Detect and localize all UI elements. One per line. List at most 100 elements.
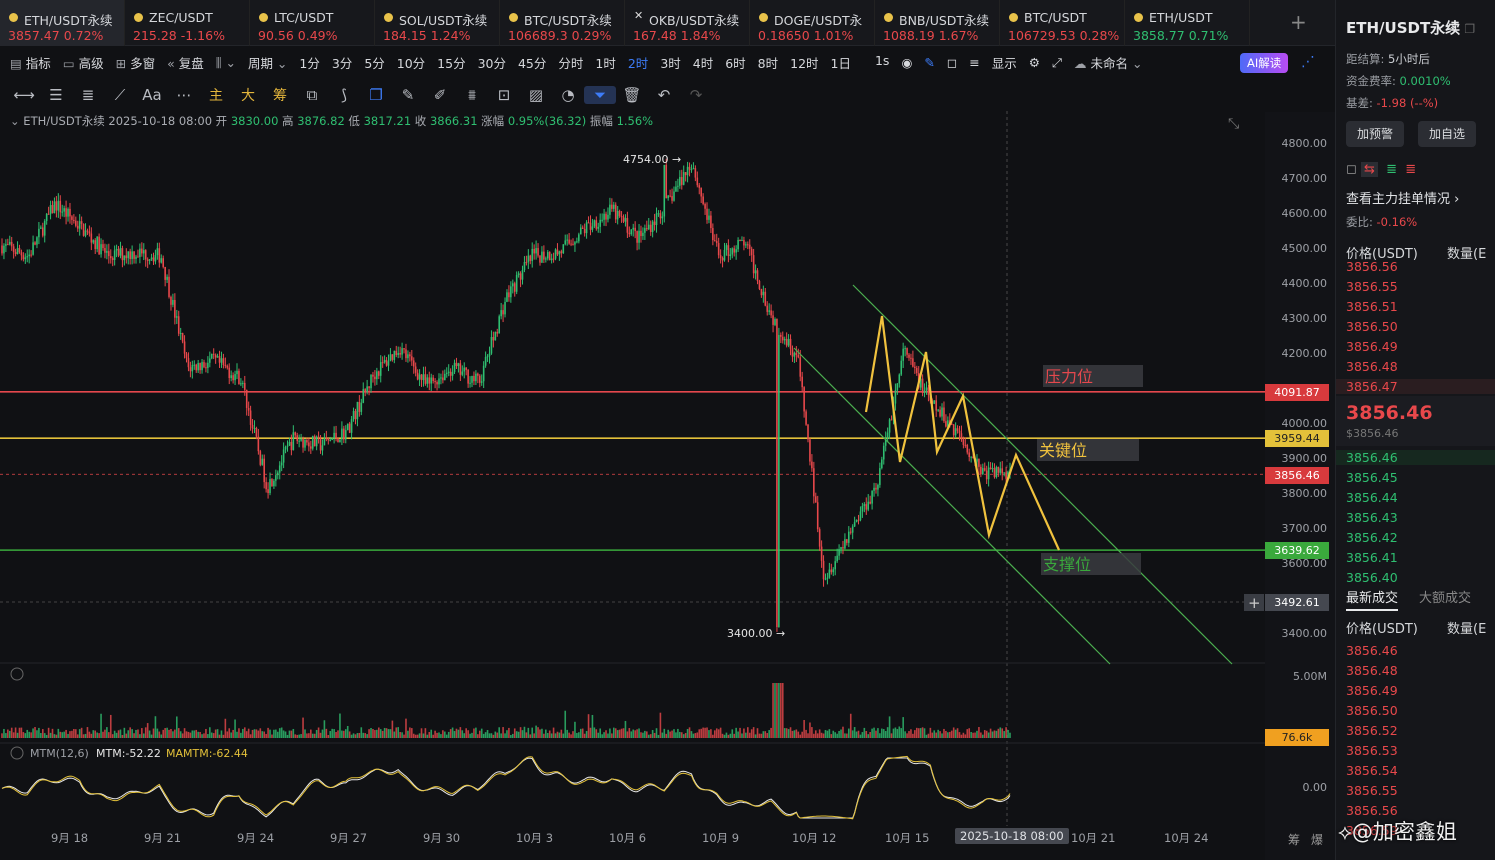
tab-3[interactable]: SOL/USDT永续 184.15 1.24% (375, 0, 500, 46)
multi-window-button[interactable]: ⊞ 多窗 (115, 56, 156, 71)
chips-button[interactable]: 筹 (273, 88, 287, 104)
channel-lower[interactable] (793, 347, 1111, 665)
copy-icon[interactable]: ❐ (1460, 22, 1476, 36)
tab-4[interactable]: BTC/USDT永续 106689.3 0.29% (500, 0, 625, 46)
text-tool-icon[interactable]: Aa (142, 86, 162, 104)
ask-row[interactable]: 3856.49 (1346, 339, 1398, 354)
channel-upper[interactable] (852, 284, 1233, 665)
ask-row[interactable]: 3856.51 (1346, 299, 1398, 314)
share-icon[interactable]: ⋰ (1301, 54, 1315, 70)
price-axis[interactable]: 4800.00 4700.00 4600.00 4500.00 4400.00 4300.… (1265, 112, 1335, 860)
volume-collapse-icon[interactable] (10, 667, 24, 681)
liquidation-corner[interactable]: 爆 (1311, 833, 1324, 847)
bid-row[interactable]: 3856.44 (1346, 490, 1398, 505)
filter-icon[interactable]: ⏷ (584, 86, 616, 104)
interval-2[interactable]: 5分 (364, 56, 385, 71)
select-icon[interactable]: ◻ (946, 55, 958, 70)
chart-type-button[interactable]: ⫼ ⌄ (216, 55, 236, 71)
brush-icon[interactable]: ⟆ (341, 86, 347, 104)
bid-row[interactable]: 3856.40 (1346, 570, 1398, 585)
interval-8[interactable]: 1时 (595, 56, 616, 71)
interval-6[interactable]: 45分 (517, 56, 547, 71)
parallel-lines-icon[interactable]: ☰ (49, 86, 63, 104)
trendline-icon[interactable]: ⟋ (114, 86, 126, 104)
tab-9[interactable]: ETH/USDT 3858.77 0.71% (1125, 0, 1250, 46)
main-indicator-button[interactable]: 主 (209, 88, 223, 104)
interval-3[interactable]: 10分 (396, 56, 426, 71)
ruler-icon[interactable]: ⩩ (467, 86, 476, 104)
tab-1[interactable]: ZEC/USDT 215.28 -1.16% (125, 0, 250, 46)
interval-11[interactable]: 4时 (692, 56, 714, 71)
ask-row[interactable]: 3856.48 (1346, 359, 1398, 374)
main-orders-link[interactable]: 查看主力挂单情况 › (1346, 192, 1460, 207)
add-level-icon[interactable] (1244, 594, 1264, 611)
interval-15[interactable]: 1日 (830, 56, 851, 71)
settings-icon[interactable]: ⚙ (1028, 55, 1040, 70)
fib-icon[interactable]: ≣ (81, 86, 95, 104)
tab-2[interactable]: LTC/USDT 90.56 0.49% (250, 0, 375, 46)
interval-14[interactable]: 12时 (790, 56, 819, 71)
interval-0[interactable]: 1分 (299, 56, 320, 71)
advanced-button[interactable]: ▭ 高级 (62, 56, 104, 71)
bid-row[interactable]: 3856.45 (1346, 470, 1398, 485)
marker-icon[interactable]: ✐ (433, 86, 447, 104)
indicators-button[interactable]: ▤ 指标 (10, 56, 51, 71)
add-alert-button[interactable]: 加预警 (1346, 121, 1404, 147)
chips-corner[interactable]: 筹 (1288, 833, 1301, 847)
bid-row[interactable]: 3856.42 (1346, 530, 1398, 545)
pen-icon[interactable]: ✎ (924, 55, 935, 70)
tab-8[interactable]: BTC/USDT 106729.53 0.28% (1000, 0, 1125, 46)
pencil-icon[interactable]: ✎ (401, 86, 415, 104)
orderbook-view-icons[interactable]: ◻ ⇆ ≣ ≣ (1346, 162, 1417, 177)
bid-row[interactable]: 3856.41 (1346, 550, 1398, 565)
redo-icon[interactable]: ↷ (689, 86, 703, 104)
interval-10[interactable]: 3时 (660, 56, 681, 71)
tab-latest-trades[interactable]: 最新成交 (1346, 587, 1399, 611)
ask-row[interactable]: 3856.50 (1346, 319, 1398, 334)
interval-9[interactable]: 2时 (627, 56, 649, 71)
lock-icon[interactable]: ⊡ (497, 86, 511, 104)
bid-row[interactable]: 3856.43 (1346, 510, 1398, 525)
add-watchlist-button[interactable]: 加自选 (1418, 121, 1476, 147)
undo-icon[interactable]: ↶ (657, 86, 671, 104)
ask-row[interactable]: 3856.47 (1336, 379, 1495, 394)
measure-icon[interactable]: ⧉ (306, 86, 318, 104)
bid-row[interactable]: 3856.46 (1336, 450, 1495, 465)
interval-1[interactable]: 3分 (331, 56, 353, 71)
resistance-label[interactable]: 压力位 (1045, 367, 1093, 386)
ask-row[interactable]: 3856.56 (1346, 259, 1398, 274)
more-tools-icon[interactable]: ⋯ (176, 86, 192, 104)
tab-0[interactable]: ETH/USDT永续 3857.47 0.72% (0, 0, 125, 46)
interval-16[interactable]: 1s (874, 53, 890, 68)
expand-icon[interactable]: ⤡ (1228, 116, 1240, 132)
interval-12[interactable]: 6时 (725, 56, 746, 71)
tab-7[interactable]: BNB/USDT永续 1088.19 1.67% (875, 0, 1000, 46)
interval-7[interactable]: 分时 (558, 56, 584, 71)
time-axis[interactable]: 9月 18 9月 21 9月 24 9月 27 9月 30 10月 3 10月 6 10月 9… (0, 826, 1265, 848)
replay-button[interactable]: « 复盘 (167, 56, 204, 71)
camera-icon[interactable]: ◉ (901, 55, 913, 70)
collapse-icon[interactable]: ⌄ (10, 114, 24, 128)
display-button[interactable]: 显示 (991, 56, 1017, 71)
fullscreen-icon[interactable]: ⤢ (1051, 54, 1062, 70)
edit-icon[interactable]: ▨ (528, 86, 544, 104)
horizontal-line-icon[interactable]: ⟷ (13, 86, 35, 104)
period-button[interactable]: 周期 ⌄ (247, 56, 288, 71)
interval-13[interactable]: 8时 (757, 56, 779, 71)
list-icon[interactable]: ≡ (969, 55, 980, 70)
support-label[interactable]: 支撑位 (1043, 555, 1091, 574)
tab-5[interactable]: ✕ OKB/USDT永续 167.48 1.84% (625, 0, 750, 46)
add-tab-icon[interactable]: + (1290, 10, 1307, 34)
tab-6[interactable]: DOGE/USDT永 0.18650 1.01% (750, 0, 875, 46)
layout-name-button[interactable]: ☁ 未命名 ⌄ (1073, 56, 1143, 71)
tab-large-trades[interactable]: 大额成交 (1419, 591, 1472, 606)
big-order-button[interactable]: 大 (241, 88, 255, 104)
zigzag-projection[interactable] (864, 315, 1061, 551)
magnet-icon[interactable]: ◔ (561, 86, 575, 104)
mtm-collapse-icon[interactable] (10, 746, 24, 760)
interval-5[interactable]: 30分 (477, 56, 506, 71)
key-level-label[interactable]: 关键位 (1039, 441, 1087, 460)
trash-icon[interactable]: 🗑 (622, 86, 642, 104)
ask-row[interactable]: 3856.55 (1346, 279, 1398, 294)
